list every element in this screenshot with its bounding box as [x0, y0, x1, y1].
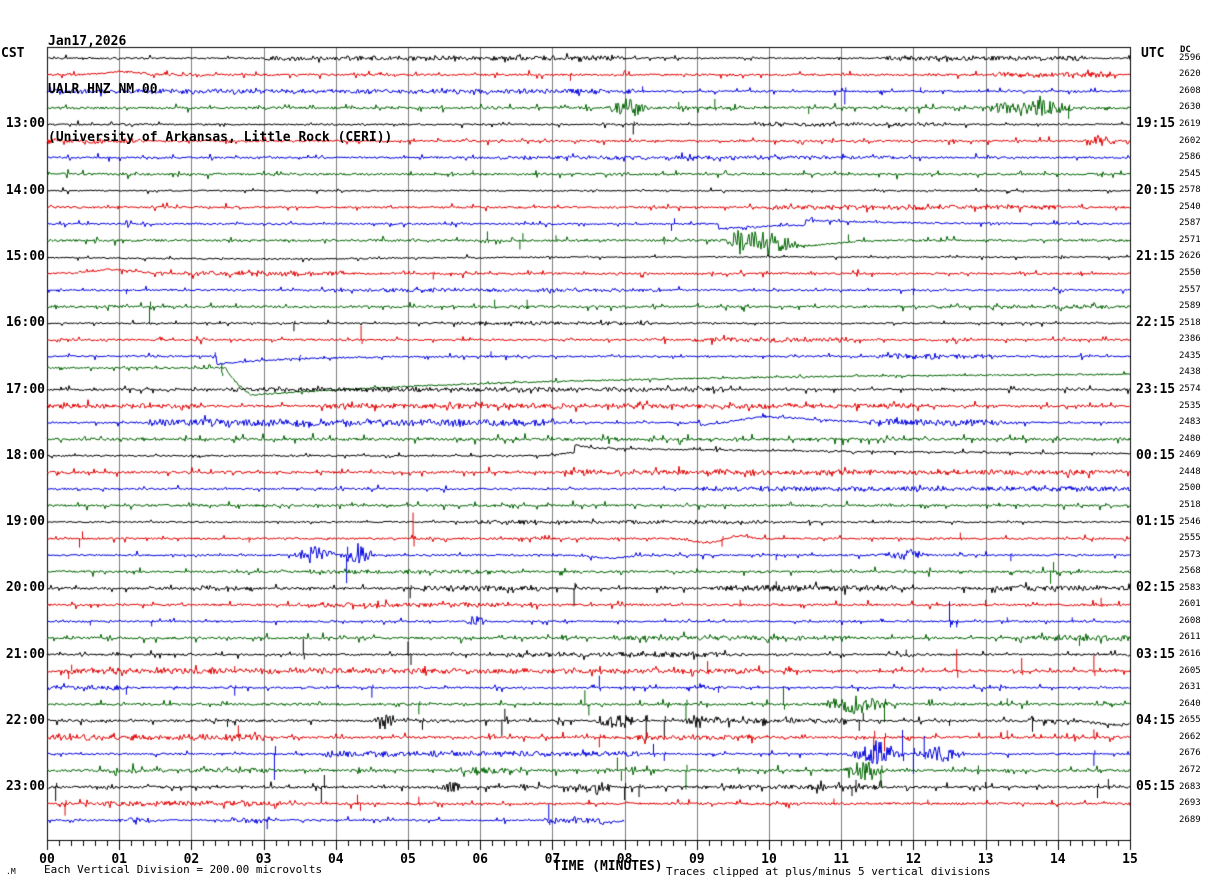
x-tick-label: 12: [905, 852, 922, 867]
dc-value: 2608: [1179, 85, 1201, 96]
x-tick-label: 15: [1122, 852, 1138, 867]
dc-value: 2616: [1179, 649, 1201, 660]
scale-note: Each Vertical Division = 200.00 microvol…: [44, 863, 323, 876]
dc-value: 2589: [1179, 301, 1201, 312]
x-tick-label: 11: [833, 852, 850, 867]
x-tick-label: 02: [183, 852, 200, 867]
x-tick-label: 04: [327, 852, 344, 867]
dc-value: 2608: [1179, 615, 1201, 626]
header: Jan17,2026 UALR HNZ NM 00 (University of…: [48, 2, 392, 178]
dc-value: 2583: [1179, 582, 1201, 593]
dc-value: 2540: [1179, 201, 1201, 212]
utc-hour-label: 04:15: [1136, 712, 1176, 728]
x-axis-title: TIME (MINUTES): [553, 859, 663, 874]
dc-value: 2500: [1179, 483, 1201, 494]
dc-value: 2619: [1179, 118, 1201, 129]
cst-hour-label: 15:00: [5, 248, 45, 264]
dc-value: 2655: [1179, 715, 1201, 726]
dc-value: 2693: [1179, 798, 1201, 809]
dc-value: 2483: [1179, 417, 1201, 428]
dc-value: 2676: [1179, 748, 1201, 759]
right-timezone-label: UTC: [1141, 46, 1165, 61]
dc-value: 2480: [1179, 433, 1201, 444]
dc-value: 2568: [1179, 566, 1201, 577]
x-tick-label: 01: [111, 852, 128, 867]
dc-value: 2535: [1179, 400, 1201, 411]
header-date: Jan17,2026: [48, 34, 127, 49]
x-tick-label: 14: [1049, 852, 1066, 867]
utc-hour-label: 22:15: [1136, 315, 1176, 331]
x-tick-label: 13: [977, 852, 994, 867]
dc-value: 2602: [1179, 135, 1201, 146]
cst-hour-label: 16:00: [5, 315, 45, 331]
dc-value: 2435: [1179, 350, 1201, 361]
dc-value: 2571: [1179, 234, 1201, 245]
dc-value: 2601: [1179, 599, 1201, 610]
cst-hour-label: 14:00: [5, 182, 45, 198]
dc-value: 2626: [1179, 251, 1201, 262]
dc-value: 2555: [1179, 533, 1201, 544]
header-station: UALR HNZ NM 00: [48, 82, 158, 97]
dc-value: 2386: [1179, 334, 1201, 345]
dc-value: 2438: [1179, 367, 1201, 378]
utc-hour-label: 02:15: [1136, 580, 1176, 596]
x-tick-label: 06: [472, 852, 489, 867]
utc-hour-label: 00:15: [1136, 447, 1176, 463]
x-tick-label: 05: [400, 852, 416, 867]
utc-hour-label: 20:15: [1136, 182, 1176, 198]
dc-value: 2518: [1179, 317, 1201, 328]
footer-mark: .M: [6, 867, 16, 876]
header-institution: (University of Arkansas, Little Rock (CE…: [48, 130, 393, 145]
dc-value: 2546: [1179, 516, 1201, 527]
dc-value: 2550: [1179, 268, 1201, 279]
dc-column-label: DC: [1180, 45, 1191, 55]
dc-value: 2573: [1179, 549, 1201, 560]
cst-hour-label: 13:00: [5, 116, 45, 132]
utc-hour-label: 21:15: [1136, 248, 1176, 264]
x-tick-label: 08: [616, 852, 633, 867]
cst-hour-label: 22:00: [5, 712, 45, 728]
dc-value: 2587: [1179, 218, 1201, 229]
dc-value: 2574: [1179, 384, 1201, 394]
utc-hour-label: 19:15: [1136, 116, 1176, 132]
dc-value: 2586: [1179, 152, 1201, 163]
utc-hour-label: 01:15: [1136, 514, 1176, 530]
dc-value: 2672: [1179, 764, 1201, 775]
dc-value: 2578: [1179, 185, 1201, 196]
cst-hour-label: 21:00: [5, 646, 45, 662]
dc-value: 2545: [1179, 168, 1201, 179]
dc-value: 2448: [1179, 466, 1201, 477]
cst-hour-label: 17:00: [5, 381, 45, 397]
utc-hour-label: 03:15: [1136, 646, 1176, 662]
dc-value: 2662: [1179, 731, 1201, 742]
left-timezone-label: CST: [1, 46, 25, 61]
dc-value: 2630: [1179, 102, 1201, 113]
dc-value: 2611: [1179, 632, 1201, 643]
dc-value: 2605: [1179, 665, 1201, 676]
x-tick-label: 10: [761, 852, 777, 867]
x-tick-label: 09: [688, 852, 705, 867]
dc-value: 2557: [1179, 284, 1201, 295]
utc-hour-label: 05:15: [1136, 779, 1176, 795]
dc-value: 2518: [1179, 499, 1201, 510]
dc-value: 2596: [1179, 52, 1201, 63]
cst-hour-label: 23:00: [5, 779, 45, 795]
x-tick-label: 00: [39, 852, 55, 867]
cst-hour-label: 18:00: [5, 447, 45, 463]
dc-value: 2640: [1179, 698, 1201, 709]
dc-value: 2683: [1179, 781, 1201, 792]
dc-value: 2689: [1179, 814, 1201, 825]
dc-value: 2631: [1179, 682, 1201, 693]
utc-hour-label: 23:15: [1136, 381, 1176, 397]
clip-note: Traces clipped at plus/minus 5 vertical …: [666, 865, 991, 878]
dc-value: 2620: [1179, 69, 1201, 80]
cst-hour-label: 20:00: [5, 580, 45, 596]
x-tick-label: 03: [255, 852, 272, 867]
cst-hour-label: 19:00: [5, 514, 45, 530]
x-tick-label: 07: [544, 852, 561, 867]
dc-value: 2469: [1179, 450, 1201, 461]
